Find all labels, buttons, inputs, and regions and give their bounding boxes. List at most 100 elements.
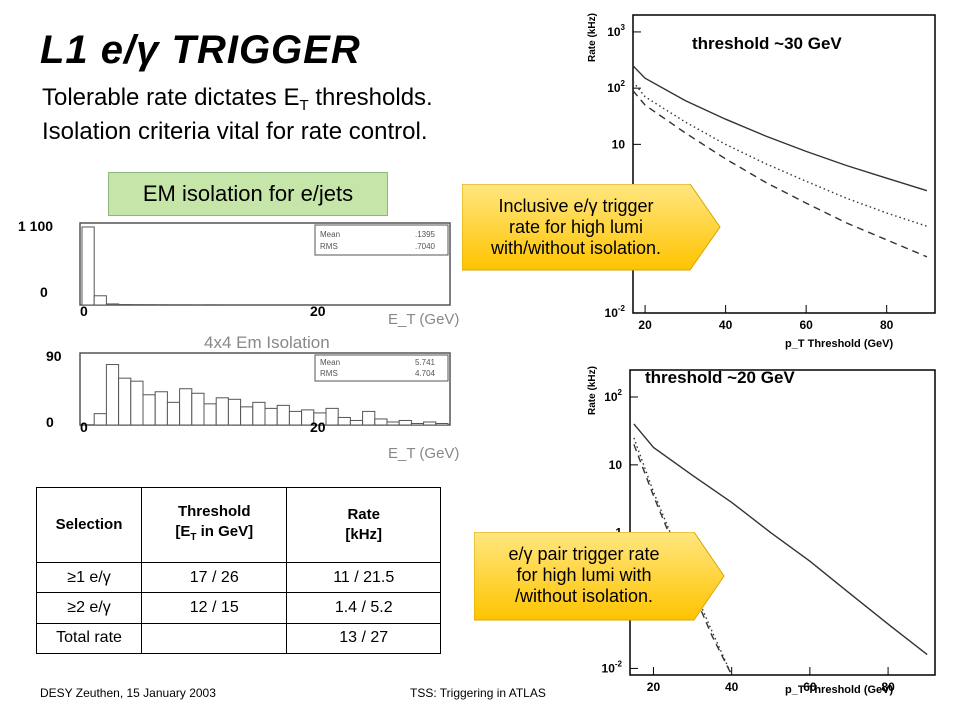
table-row: ≥2 e/γ 12 / 15 1.4 / 5.2 xyxy=(35,592,441,624)
histogram-2-stats-box: Mean 5.741 RMS 4.704 xyxy=(314,354,449,382)
cell-rate: 13 / 27 xyxy=(286,622,441,655)
stat-mean-value: .1395 xyxy=(415,230,436,239)
rate-plot-bottom: Rate (kHz) 2040608010210110-110-2 p_T Th… xyxy=(587,366,936,696)
histogram-bar xyxy=(179,388,193,426)
series-solid-line xyxy=(632,65,928,192)
x-axis-label: E_T (GeV) xyxy=(388,311,459,328)
callout-arrow-shape xyxy=(474,532,725,621)
x-tick-20: 20 xyxy=(310,419,326,435)
callout-pair-line-1: e/γ pair trigger rate xyxy=(508,544,660,564)
table-row: ≥1 e/γ 17 / 26 11 / 21.5 xyxy=(35,562,441,594)
x-axis-label: E_T (GeV) xyxy=(388,445,459,462)
stat-rms-label: RMS xyxy=(320,242,338,251)
histogram-bar xyxy=(227,398,242,426)
callout-inclusive-line-1: Inclusive e/γ trigger xyxy=(498,196,654,216)
histogram-bar xyxy=(105,303,120,306)
series-dotted-line xyxy=(633,437,733,676)
histogram-bar xyxy=(398,419,412,426)
plot-frame xyxy=(629,369,936,676)
x-tick-0: 0 xyxy=(80,303,88,319)
histogram-bar xyxy=(166,401,181,426)
x-tick-0: 0 xyxy=(80,419,88,435)
callout-inclusive-line-2: rate for high lumi xyxy=(508,217,644,237)
histogram-bar xyxy=(362,410,376,426)
callout-pair-line-2: for high lumi with xyxy=(516,565,652,585)
histogram-bar xyxy=(264,407,278,426)
histogram-2: 4x4 Em Isolation Mean 5.741 RMS 4.704 90… xyxy=(46,333,459,462)
header-rate: Rate [kHz] xyxy=(286,486,441,564)
stat-mean-label: Mean xyxy=(320,358,340,367)
histogram-bar xyxy=(276,404,290,426)
stat-rms-value: 4.704 xyxy=(415,369,436,378)
histogram-bar xyxy=(93,295,107,306)
histogram-bar xyxy=(215,397,229,426)
stat-mean-value: 5.741 xyxy=(415,358,436,367)
header-selection: Selection xyxy=(35,486,143,564)
slide-title: L1 e/γ TRIGGER xyxy=(40,28,361,72)
histogram-bar xyxy=(105,364,120,426)
cell-threshold: 12 / 15 xyxy=(141,592,288,624)
y-tick-label: 102 xyxy=(607,79,625,95)
callout-pair: e/γ pair trigger rate for high lumi with… xyxy=(474,532,726,624)
y-tick-label: 10 xyxy=(609,458,623,472)
y-tick-label: 10 xyxy=(612,137,626,151)
cell-selection: ≥2 e/γ xyxy=(35,592,143,624)
histogram-bar xyxy=(349,419,364,426)
x-tick-label: 60 xyxy=(799,318,813,332)
callout-inclusive-line-3: with/without isolation. xyxy=(490,238,662,258)
histogram-bar xyxy=(81,226,95,306)
threshold-top-label: threshold ~30 GeV xyxy=(692,34,842,53)
histogram-bar xyxy=(435,422,449,426)
histogram-bar xyxy=(130,380,144,426)
series-solid-line xyxy=(633,423,928,656)
histogram-bar xyxy=(191,392,205,426)
histogram-bar xyxy=(93,413,107,426)
stat-rms-value: .7040 xyxy=(415,242,436,251)
table-row: Total rate 13 / 27 xyxy=(35,622,441,655)
y-axis-label: Rate (kHz) xyxy=(587,13,598,62)
subtitle-line-1: Tolerable rate dictates ET thresholds. xyxy=(42,84,433,114)
histogram-bar xyxy=(423,421,437,426)
y-tick-label: 102 xyxy=(604,388,622,404)
histogram-bar xyxy=(325,407,339,426)
callout-arrow-shape xyxy=(462,184,721,271)
callout-pair-line-3: /without isolation. xyxy=(514,586,654,606)
y-tick-top: 90 xyxy=(46,348,62,364)
x-axis-label: p_T Threshold (GeV) xyxy=(785,338,894,350)
histogram-bar xyxy=(386,421,400,426)
x-tick-label: 40 xyxy=(719,318,733,332)
histogram-1: Mean .1395 RMS .7040 1 100 0 0 20 E_T (G… xyxy=(18,218,459,328)
histogram-bar xyxy=(142,394,156,426)
histogram-bar xyxy=(288,410,303,426)
x-tick-20: 20 xyxy=(310,303,326,319)
header-threshold: Threshold [ET in GeV] xyxy=(141,486,288,564)
cell-rate: 1.4 / 5.2 xyxy=(286,592,441,624)
subtitle-line-2: Isolation criteria vital for rate contro… xyxy=(42,118,428,145)
y-tick-label: 103 xyxy=(607,23,625,39)
em-isolation-label: EM isolation for e/jets xyxy=(108,172,388,216)
x-tick-label: 80 xyxy=(880,318,894,332)
footer-center: TSS: Triggering in ATLAS xyxy=(410,686,546,700)
selection-table: Selection Threshold [ET in GeV] Rate [kHz]… xyxy=(35,486,441,655)
x-tick-label: 60 xyxy=(803,680,817,694)
cell-threshold xyxy=(141,622,288,655)
y-tick-zero: 0 xyxy=(40,284,48,300)
histogram-bar xyxy=(203,403,217,426)
x-tick-label: 40 xyxy=(725,680,739,694)
x-tick-label: 20 xyxy=(638,318,652,332)
histogram-bar xyxy=(374,418,388,426)
series-dashed-line xyxy=(632,90,928,258)
table-header-row: Selection Threshold [ET in GeV] Rate [kHz] xyxy=(35,486,441,564)
histogram-1-frame xyxy=(79,222,451,306)
stat-rms-label: RMS xyxy=(320,369,338,378)
histogram-bar xyxy=(118,377,132,426)
y-axis-label: Rate (kHz) xyxy=(587,366,598,415)
histogram-1-stats-box: Mean .1395 RMS .7040 xyxy=(314,224,449,256)
y-tick-label: 10-2 xyxy=(605,304,626,320)
footer-left: DESY Zeuthen, 15 January 2003 xyxy=(40,686,216,700)
y-tick-label: 10-2 xyxy=(602,659,623,675)
x-tick-label: 80 xyxy=(881,680,895,694)
histogram-bar xyxy=(337,416,351,426)
y-tick-top: 1 100 xyxy=(18,218,53,234)
histogram-bar xyxy=(240,406,254,426)
